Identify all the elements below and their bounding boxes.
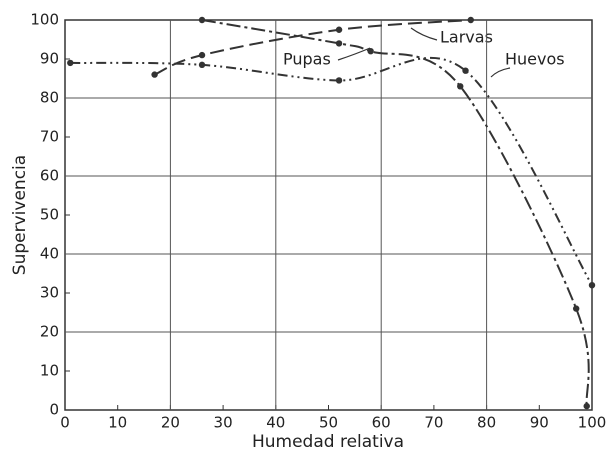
- x-tick-label: 60: [372, 414, 391, 432]
- x-axis-title: Humedad relativa: [252, 432, 404, 452]
- data-point: [367, 48, 374, 55]
- data-point: [467, 16, 474, 24]
- data-point: [198, 16, 206, 24]
- x-tick-label: 50: [319, 414, 338, 432]
- x-tick-label: 70: [424, 414, 443, 432]
- data-point: [462, 67, 469, 74]
- y-tick-label: 50: [40, 206, 59, 224]
- y-tick-label: 90: [40, 50, 59, 68]
- plot-frame: [64, 19, 593, 411]
- label-arrow: [410, 27, 438, 41]
- data-point: [198, 51, 206, 59]
- x-tick-label: 0: [60, 414, 70, 432]
- y-tick-label: 20: [40, 323, 59, 341]
- y-tick-label: 10: [40, 362, 59, 380]
- x-tick-label: 40: [266, 414, 285, 432]
- series-label: Huevos: [505, 50, 565, 69]
- series-line: [70, 56, 593, 286]
- data-point: [588, 282, 596, 289]
- y-tick-label: 60: [40, 167, 59, 185]
- x-tick-label: 20: [161, 414, 180, 432]
- x-tick-label: 80: [477, 414, 496, 432]
- y-tick-label: 0: [49, 401, 59, 419]
- y-axis-title: Supervivencia: [10, 155, 30, 275]
- series-label: Pupas: [283, 50, 331, 69]
- series-label: Larvas: [440, 28, 493, 47]
- data-point: [335, 40, 343, 47]
- data-point: [583, 402, 590, 410]
- y-tick-label: 30: [40, 284, 59, 302]
- label-arrow: [490, 67, 511, 78]
- y-tick-label: 100: [30, 11, 59, 29]
- y-tick-label: 70: [40, 128, 59, 146]
- y-tick-label: 40: [40, 245, 59, 263]
- y-tick-label: 80: [40, 89, 59, 107]
- data-point: [198, 61, 206, 69]
- data-point: [572, 305, 580, 312]
- x-tick-label: 100: [578, 414, 607, 432]
- data-point: [457, 83, 464, 90]
- label-arrow: [337, 47, 371, 61]
- data-point: [67, 59, 74, 67]
- data-point: [151, 71, 158, 78]
- x-tick-label: 10: [108, 414, 127, 432]
- series-line: [201, 19, 590, 407]
- series-line: [154, 19, 471, 76]
- x-tick-label: 90: [530, 414, 549, 432]
- data-point: [335, 77, 343, 84]
- x-tick-label: 30: [214, 414, 233, 432]
- data-point: [335, 26, 343, 33]
